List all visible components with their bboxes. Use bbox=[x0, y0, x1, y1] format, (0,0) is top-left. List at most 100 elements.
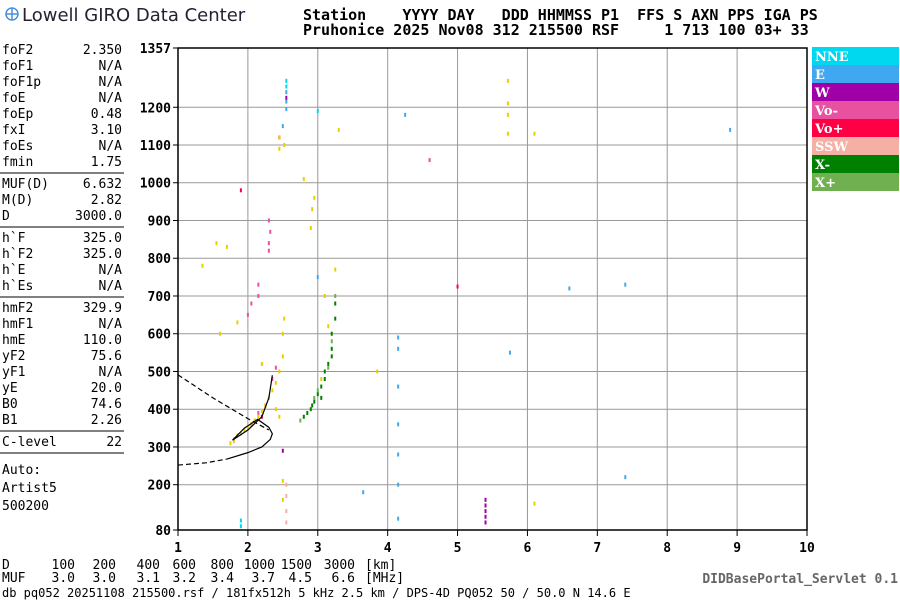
range-table-cell: [km] bbox=[365, 558, 396, 573]
range-table-cell: 3.0 bbox=[52, 571, 75, 586]
x-tick-label: 5 bbox=[454, 541, 462, 556]
echo-point bbox=[285, 99, 288, 104]
param-value: 2.26 bbox=[91, 413, 122, 428]
param-name: D bbox=[2, 209, 10, 224]
echo-point bbox=[533, 131, 536, 136]
param-value: 1.75 bbox=[91, 155, 122, 170]
param-value: N/A bbox=[99, 91, 123, 106]
param-name: h`F2 bbox=[2, 247, 33, 262]
param-name: fxI bbox=[2, 123, 25, 138]
echo-point bbox=[278, 146, 281, 151]
profile-curve bbox=[226, 418, 274, 460]
echo-point bbox=[278, 135, 281, 140]
echo-point bbox=[281, 354, 284, 359]
echo-point bbox=[484, 497, 487, 502]
header-line: Station YYYY DAY DDD HHMMSS P1 FFS S AXN… bbox=[303, 6, 818, 24]
legend-label: Vo+ bbox=[814, 122, 843, 137]
echo-point bbox=[236, 320, 239, 325]
param-value: N/A bbox=[99, 365, 123, 380]
y-tick-label: 600 bbox=[148, 328, 172, 343]
echo-point bbox=[264, 403, 267, 408]
param-name: yF2 bbox=[2, 349, 25, 364]
artist-info: Artist5 bbox=[2, 481, 57, 496]
range-table-cell: 4.5 bbox=[289, 571, 312, 586]
echo-point bbox=[285, 84, 288, 89]
param-value: 325.0 bbox=[83, 231, 122, 246]
echo-point bbox=[281, 331, 284, 336]
artist-info: Auto: bbox=[2, 463, 41, 478]
echo-point bbox=[267, 241, 270, 246]
x-tick-label: 9 bbox=[733, 541, 741, 556]
legend-swatch bbox=[812, 137, 899, 155]
echo-point bbox=[267, 248, 270, 253]
echo-point bbox=[285, 494, 288, 499]
echo-point bbox=[243, 427, 246, 432]
echo-point bbox=[285, 482, 288, 487]
echo-point bbox=[330, 354, 333, 359]
y-tick-label: 1100 bbox=[140, 139, 171, 154]
echo-point bbox=[506, 101, 509, 106]
range-table-cell: 3.1 bbox=[137, 571, 160, 586]
echo-point bbox=[269, 229, 272, 234]
echo-point bbox=[285, 520, 288, 525]
echo-point bbox=[327, 365, 330, 370]
echo-point bbox=[274, 365, 277, 370]
y-tick-label: 500 bbox=[148, 365, 172, 380]
echo-point bbox=[311, 207, 314, 212]
range-table-cell: 3.4 bbox=[211, 571, 235, 586]
y-tick-label: 400 bbox=[148, 403, 172, 418]
param-value: 0.48 bbox=[91, 107, 122, 122]
echo-point bbox=[201, 263, 204, 268]
legend-label: NNE bbox=[815, 50, 849, 65]
param-name: foEp bbox=[2, 107, 33, 122]
echo-point bbox=[283, 143, 286, 148]
legend-swatch bbox=[812, 101, 899, 119]
echo-point bbox=[320, 384, 323, 389]
x-tick-label: 1 bbox=[174, 541, 182, 556]
range-table-cell: 6.6 bbox=[332, 571, 355, 586]
legend-label: X- bbox=[815, 158, 830, 173]
echo-point bbox=[257, 282, 260, 287]
range-table-cell: 3.7 bbox=[252, 571, 275, 586]
param-value: 2.82 bbox=[91, 193, 122, 208]
echo-point bbox=[215, 241, 218, 246]
echo-point bbox=[428, 158, 431, 163]
param-name: yF1 bbox=[2, 365, 25, 380]
echo-point bbox=[506, 131, 509, 136]
logo-icon bbox=[5, 7, 19, 21]
range-table-cell: 1500 bbox=[281, 558, 312, 573]
param-name: fmin bbox=[2, 155, 33, 170]
echo-point bbox=[456, 284, 459, 289]
param-name: M(D) bbox=[2, 193, 33, 208]
echo-point bbox=[397, 384, 400, 389]
echo-point bbox=[330, 346, 333, 351]
param-value: 110.0 bbox=[83, 333, 122, 348]
param-value: 3000.0 bbox=[75, 209, 122, 224]
y-tick-label: 800 bbox=[148, 252, 172, 267]
param-value: 75.6 bbox=[91, 349, 122, 364]
echo-point bbox=[281, 478, 284, 483]
echo-point bbox=[397, 346, 400, 351]
echo-point bbox=[508, 350, 511, 355]
echo-point bbox=[281, 497, 284, 502]
echo-point bbox=[283, 316, 286, 321]
y-tick-label: 300 bbox=[148, 441, 172, 456]
echo-point bbox=[285, 95, 288, 100]
param-value: 6.632 bbox=[83, 177, 122, 192]
range-table-cell: 600 bbox=[173, 558, 196, 573]
legend-label: SSW bbox=[815, 140, 848, 155]
echo-point bbox=[397, 422, 400, 427]
echo-point bbox=[316, 275, 319, 280]
param-name: hmF1 bbox=[2, 317, 33, 332]
echo-point bbox=[306, 410, 309, 415]
echo-point bbox=[533, 501, 536, 506]
echo-point bbox=[316, 109, 319, 114]
legend-swatch bbox=[812, 65, 899, 83]
param-name: yE bbox=[2, 381, 18, 396]
range-table-cell: 200 bbox=[93, 558, 116, 573]
echo-point bbox=[239, 188, 242, 193]
echo-point bbox=[278, 369, 281, 374]
range-table-cell: 100 bbox=[52, 558, 75, 573]
x-tick-label: 6 bbox=[524, 541, 532, 556]
